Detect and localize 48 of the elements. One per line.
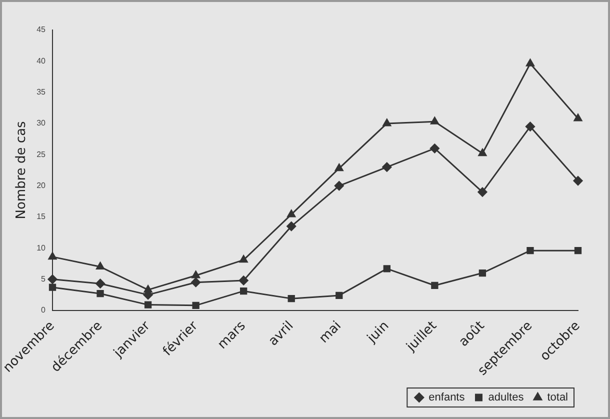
point	[239, 255, 248, 263]
point	[478, 269, 486, 277]
point	[48, 252, 57, 260]
point	[192, 270, 200, 278]
y-tick-label: 25	[36, 150, 46, 159]
point	[96, 278, 106, 288]
point	[192, 302, 200, 309]
point	[336, 292, 343, 300]
point	[48, 274, 58, 284]
point	[573, 176, 583, 186]
point	[96, 290, 104, 298]
y-axis-title: Nombre de cas	[14, 120, 30, 220]
point	[48, 284, 56, 291]
y-tick-label: 40	[36, 56, 46, 66]
point	[574, 247, 582, 254]
point	[382, 162, 392, 172]
point	[191, 278, 201, 288]
point	[334, 164, 344, 172]
point	[430, 144, 440, 154]
legend-label: adultes	[488, 392, 524, 404]
point	[525, 122, 535, 132]
point	[382, 118, 392, 126]
y-tick-label: 15	[36, 212, 46, 222]
point	[286, 222, 296, 232]
point	[240, 288, 248, 295]
point	[430, 116, 439, 124]
y-tick-label: 45	[36, 25, 46, 34]
point	[478, 187, 488, 197]
point	[287, 210, 296, 218]
point	[526, 247, 534, 254]
y-tick-label: 10	[36, 243, 46, 252]
y-tick-label: 30	[36, 118, 46, 128]
point	[288, 294, 295, 302]
legend-label: total	[547, 392, 568, 404]
point	[383, 265, 390, 272]
y-tick-label: 0	[41, 306, 46, 315]
legend-label: enfants	[428, 392, 466, 404]
y-tick-label: 5	[41, 274, 46, 284]
point	[96, 262, 104, 270]
point	[526, 58, 534, 66]
point	[238, 276, 248, 286]
point	[144, 301, 152, 308]
point	[574, 114, 582, 122]
point	[334, 181, 344, 191]
point	[478, 148, 487, 156]
point	[431, 282, 438, 290]
y-tick-label: 20	[36, 180, 46, 190]
y-tick-label: 35	[36, 88, 46, 97]
